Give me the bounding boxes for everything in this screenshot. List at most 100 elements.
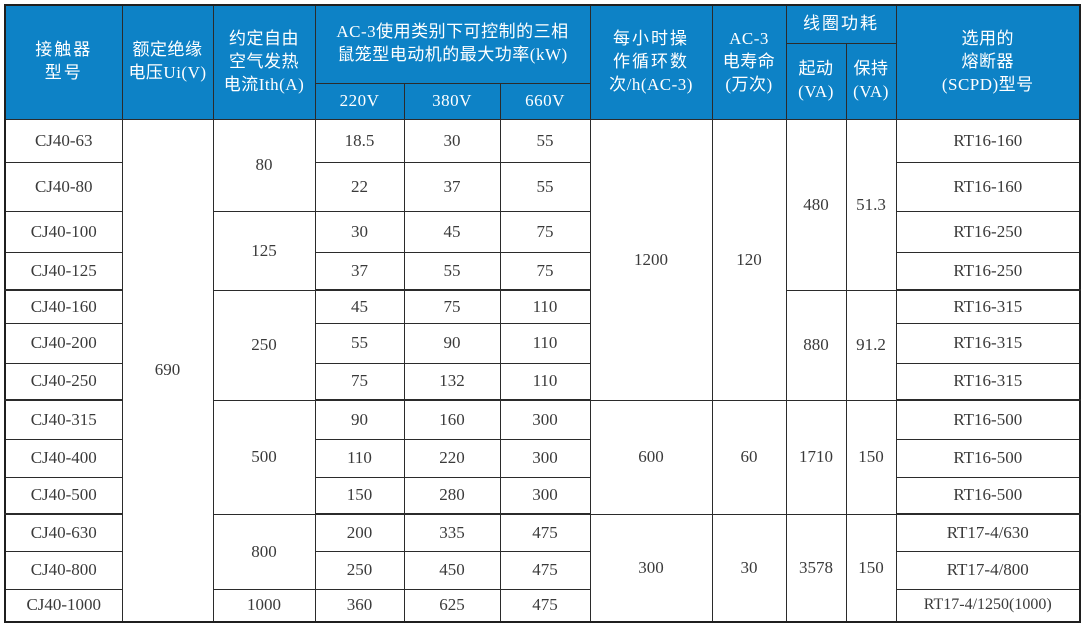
electrical-life-cell: 30 (711, 513, 787, 623)
thermal-current-cell: 125 (212, 210, 316, 291)
model-cell: CJ40-315 (4, 399, 123, 440)
header-line: (万次) (725, 74, 773, 94)
header-line: 电寿命 (722, 51, 776, 71)
model-cell: CJ40-200 (4, 322, 123, 364)
header-contactor-model: 接触器 型号 (4, 4, 123, 120)
header-line: (VA) (798, 82, 834, 101)
coil-hold-cell: 91.2 (845, 289, 897, 401)
power-660-cell: 110 (499, 322, 591, 364)
power-380-cell: 335 (403, 513, 501, 552)
header-line: 每小时操 (613, 28, 690, 48)
model-cell: CJ40-80 (4, 161, 123, 212)
header-line: 空气发热 (229, 51, 299, 71)
thermal-current-cell: 500 (212, 399, 316, 515)
header-line: 鼠笼型电动机的最大功率(kW) (337, 45, 568, 65)
power-220-cell: 55 (314, 322, 405, 364)
power-220-cell: 22 (314, 161, 405, 212)
header-thermal-current: 约定自由 空气发热 电流Ith(A) (212, 4, 316, 120)
header-line: 熔断器 (961, 51, 1015, 71)
table-row: CJ40-800 250 450 475 RT17-4/800 (4, 550, 1081, 590)
header-line: 接触器 (35, 40, 93, 60)
header-line: 约定自由 (229, 28, 299, 48)
table-row: CJ40-125 37 55 75 RT16-250 (4, 251, 1081, 291)
header-line: 型号 (44, 63, 83, 83)
fuse-cell: RT16-500 (895, 438, 1081, 478)
header-coil-start: 起动 (VA) (785, 42, 847, 120)
fuse-cell: RT17-4/630 (895, 513, 1081, 552)
coil-hold-cell: 51.3 (845, 118, 897, 291)
table-row: CJ40-160 250 45 75 110 880 91.2 RT16-315 (4, 289, 1081, 401)
power-660-cell: 300 (499, 476, 591, 515)
table-row: CJ40-315 500 90 160 300 600 60 1710 150 … (4, 399, 1081, 515)
coil-hold-cell: 150 (845, 513, 897, 623)
table-row: CJ40-1000 1000 360 625 475 RT17-4/1250(1… (4, 588, 1081, 623)
power-220-cell: 75 (314, 362, 405, 401)
model-cell: CJ40-800 (4, 550, 123, 590)
contactor-spec-table: 接触器 型号 额定绝缘 电压Ui(V) 约定自由 空气发热 电流Ith(A) A… (4, 4, 1082, 623)
thermal-current-cell: 1000 (212, 588, 316, 623)
power-220-cell: 360 (314, 588, 405, 623)
power-380-cell: 75 (403, 289, 501, 324)
power-220-cell: 110 (314, 438, 405, 478)
power-220-cell: 150 (314, 476, 405, 515)
header-line: 电流Ith(A) (223, 74, 305, 94)
model-cell: CJ40-63 (4, 118, 123, 163)
model-cell: CJ40-250 (4, 362, 123, 401)
table-row: CJ40-500 150 280 300 RT16-500 (4, 476, 1081, 515)
table-row: CJ40-63 690 80 18.5 30 55 1200 120 480 5… (4, 118, 1081, 623)
fuse-cell: RT17-4/1250(1000) (895, 588, 1081, 623)
operating-cycles-cell: 1200 (589, 118, 713, 401)
power-220-cell: 90 (314, 399, 405, 440)
model-cell: CJ40-500 (4, 476, 123, 515)
model-cell: CJ40-160 (4, 289, 123, 324)
power-380-cell: 55 (403, 251, 501, 291)
model-cell: CJ40-125 (4, 251, 123, 291)
fuse-cell: RT16-250 (895, 251, 1081, 291)
table-body: CJ40-63 690 80 18.5 30 55 1200 120 480 5… (4, 118, 1081, 623)
table-row: CJ40-80 22 37 55 RT16-160 (4, 161, 1081, 212)
fuse-cell: RT16-500 (895, 399, 1081, 440)
power-380-cell: 132 (403, 362, 501, 401)
header-max-power-group: AC-3使用类别下可控制的三相 鼠笼型电动机的最大功率(kW) (314, 4, 591, 84)
header-line: AC-3 (729, 28, 769, 48)
power-660-cell: 110 (499, 289, 591, 324)
header-line: AC-3使用类别下可控制的三相 (336, 22, 569, 42)
model-cell: CJ40-630 (4, 513, 123, 552)
electrical-life-cell: 60 (711, 399, 787, 515)
insulation-voltage-cell: 690 (121, 118, 214, 623)
power-660-cell: 55 (499, 161, 591, 212)
header-coil-consumption-group: 线圈功耗 (785, 4, 897, 44)
power-220-cell: 18.5 (314, 118, 405, 163)
power-220-cell: 45 (314, 289, 405, 324)
fuse-cell: RT16-250 (895, 210, 1081, 253)
power-380-cell: 30 (403, 118, 501, 163)
fuse-cell: RT17-4/800 (895, 550, 1081, 590)
power-220-cell: 30 (314, 210, 405, 253)
header-380v: 380V (403, 82, 501, 120)
table-row: CJ40-400 110 220 300 RT16-500 (4, 438, 1081, 478)
table-header: 接触器 型号 额定绝缘 电压Ui(V) 约定自由 空气发热 电流Ith(A) A… (4, 4, 1081, 120)
fuse-cell: RT16-315 (895, 322, 1081, 364)
table-row: CJ40-250 75 132 110 RT16-315 (4, 362, 1081, 401)
coil-hold-cell: 150 (845, 399, 897, 515)
power-380-cell: 160 (403, 399, 501, 440)
power-660-cell: 475 (499, 588, 591, 623)
power-660-cell: 300 (499, 399, 591, 440)
header-660v: 660V (499, 82, 591, 120)
coil-start-cell: 1710 (785, 399, 847, 515)
fuse-cell: RT16-500 (895, 476, 1081, 515)
operating-cycles-cell: 600 (589, 399, 713, 515)
power-380-cell: 90 (403, 322, 501, 364)
header-line: 保持 (853, 59, 889, 79)
table-row: CJ40-200 55 90 110 RT16-315 (4, 322, 1081, 364)
power-660-cell: 75 (499, 210, 591, 253)
power-220-cell: 37 (314, 251, 405, 291)
fuse-cell: RT16-315 (895, 289, 1081, 324)
model-cell: CJ40-400 (4, 438, 123, 478)
header-electrical-life: AC-3 电寿命 (万次) (711, 4, 787, 120)
power-380-cell: 450 (403, 550, 501, 590)
model-cell: CJ40-100 (4, 210, 123, 253)
power-660-cell: 475 (499, 550, 591, 590)
power-220-cell: 200 (314, 513, 405, 552)
operating-cycles-cell: 300 (589, 513, 713, 623)
